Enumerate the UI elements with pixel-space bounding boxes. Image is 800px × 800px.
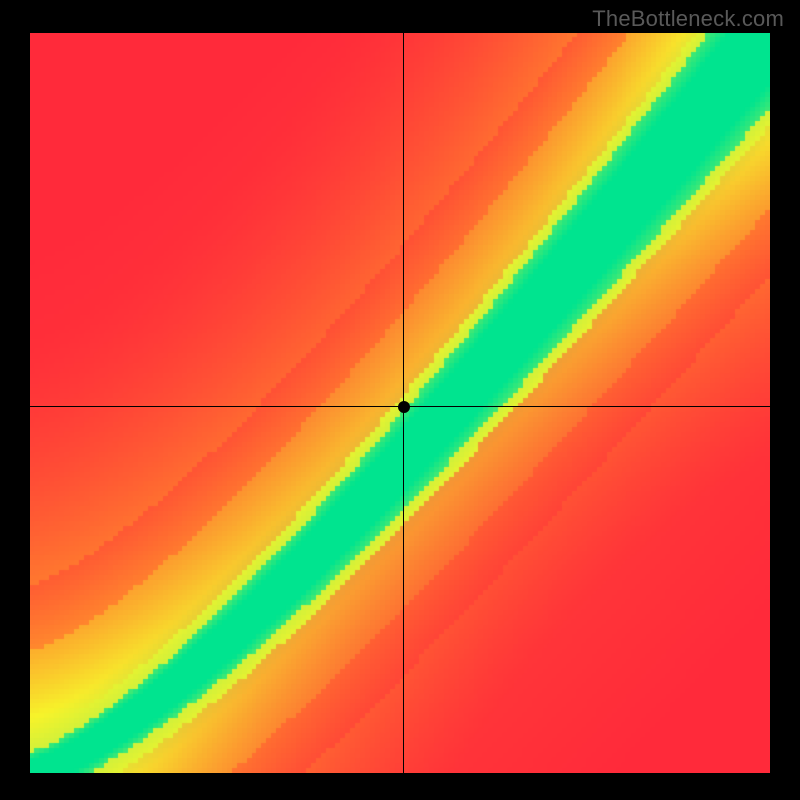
chart-container: TheBottleneck.com <box>0 0 800 800</box>
selected-point-marker <box>398 401 410 413</box>
watermark-text: TheBottleneck.com <box>592 6 784 32</box>
